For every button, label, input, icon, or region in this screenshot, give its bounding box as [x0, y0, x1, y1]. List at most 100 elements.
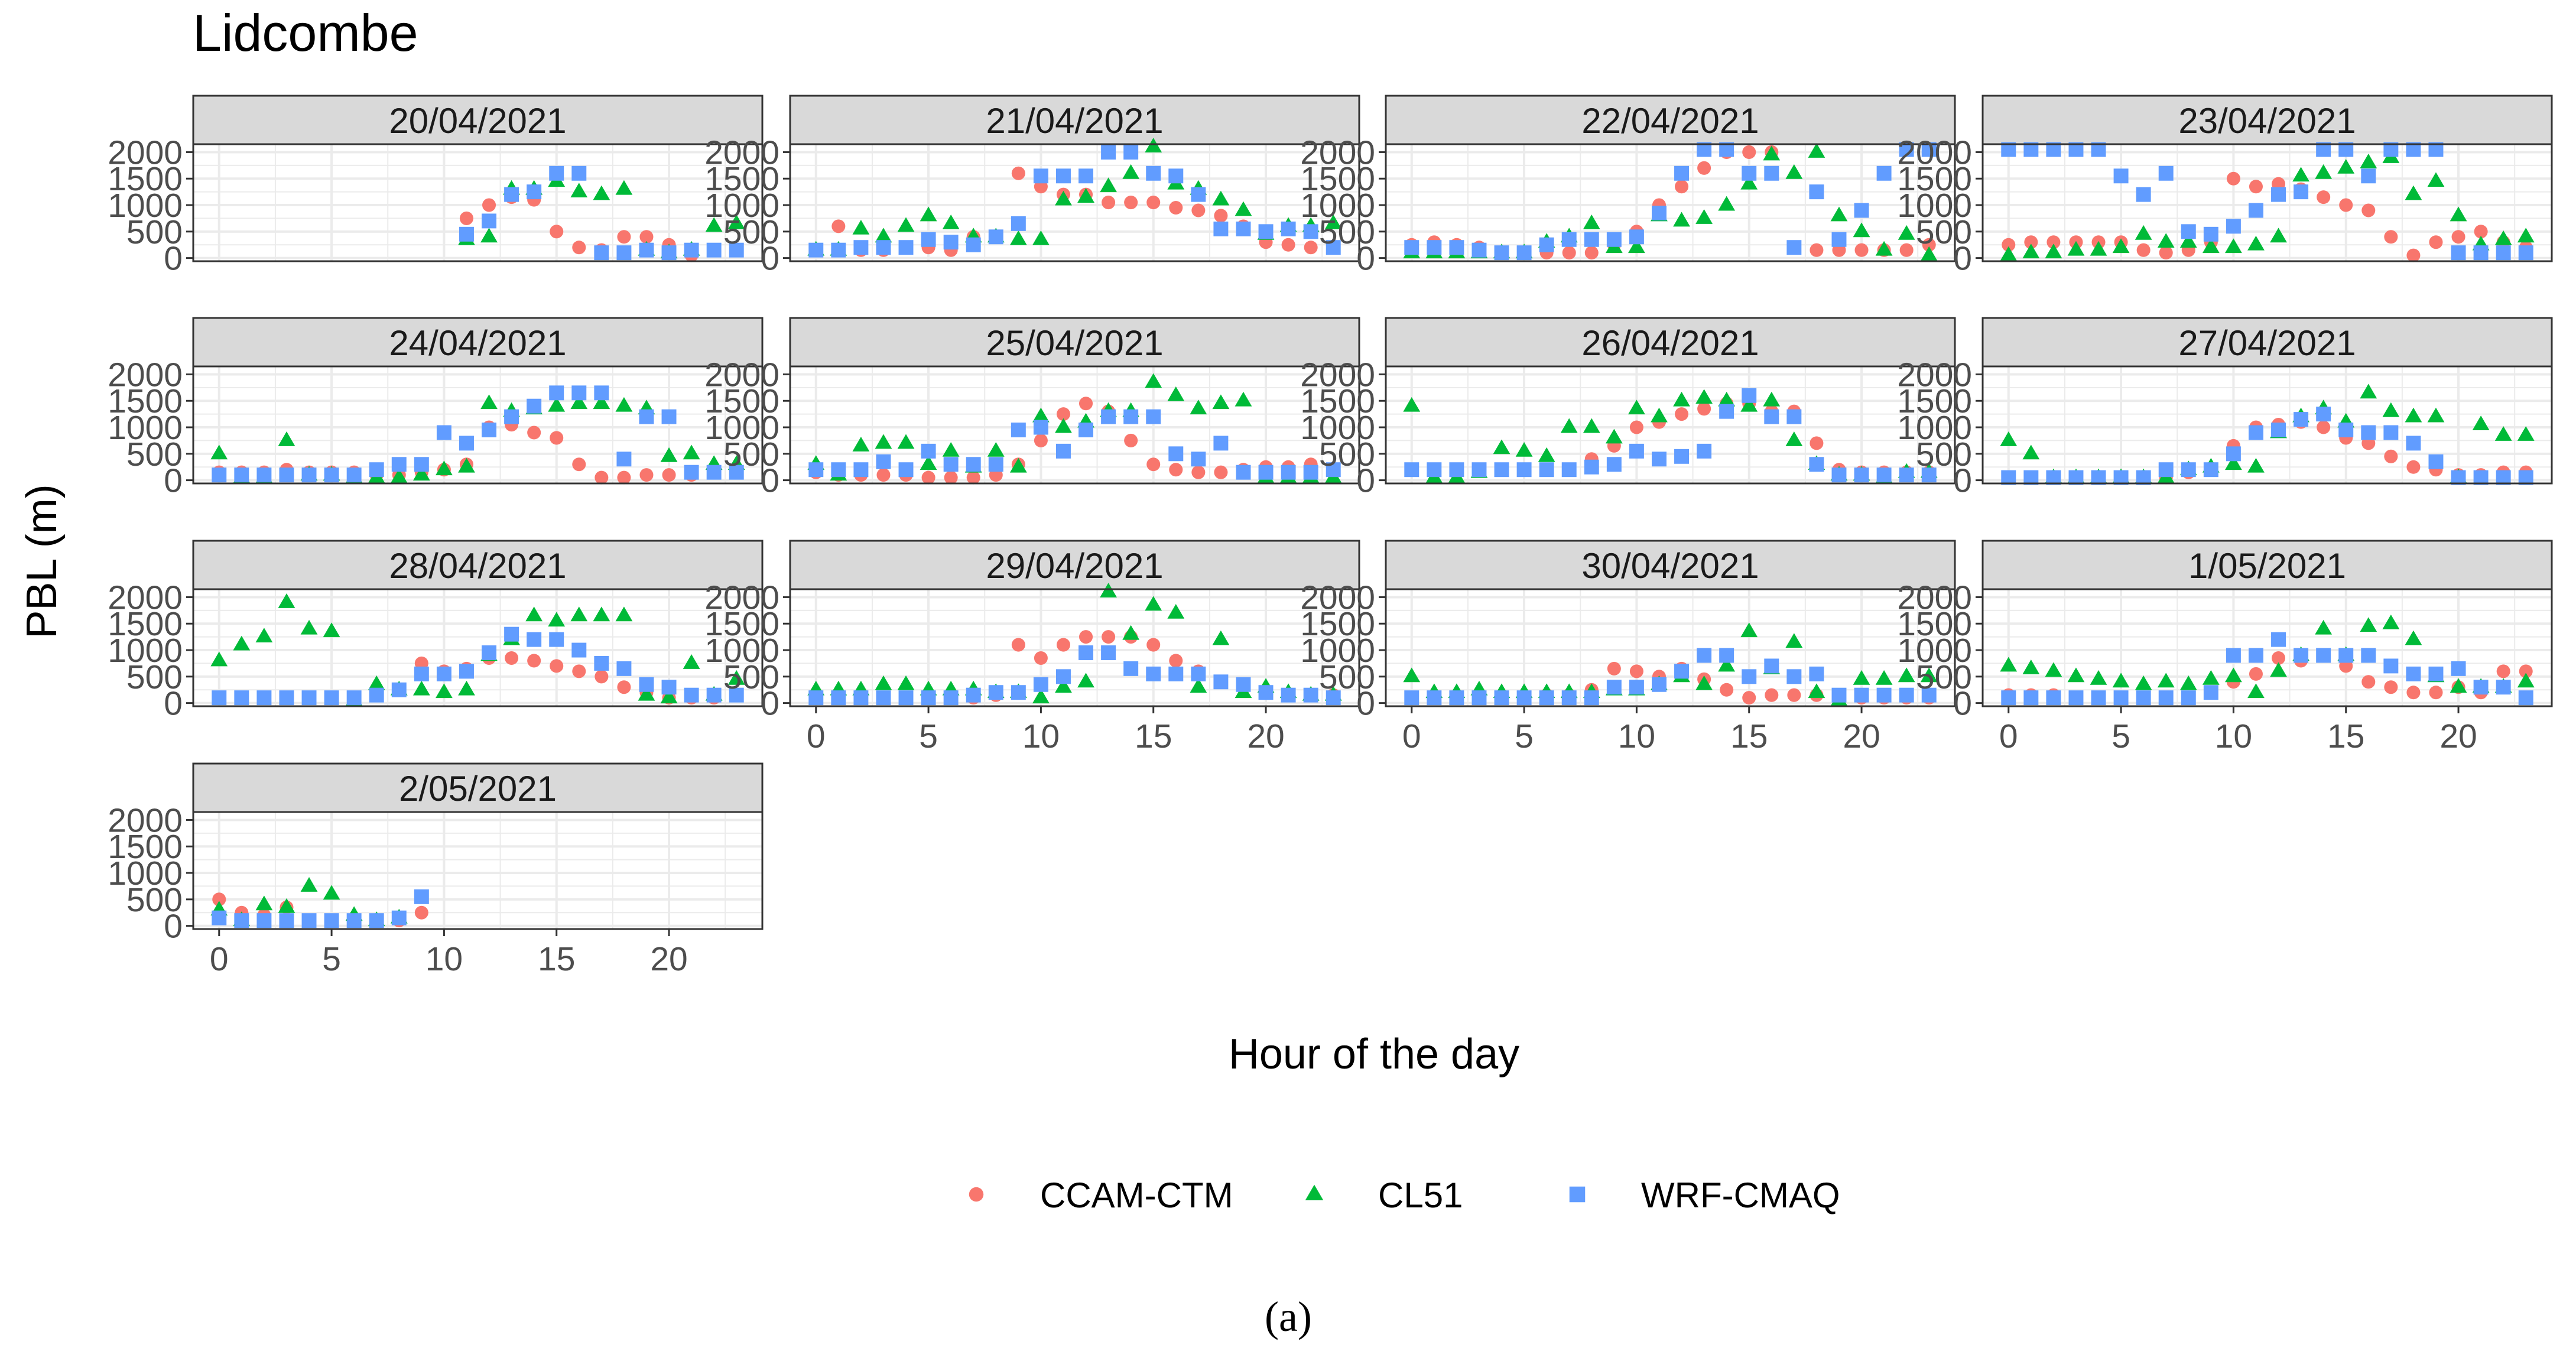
point-cl51: [920, 455, 937, 470]
point-cl51: [727, 670, 745, 685]
point-wrf-cmaq: [2248, 203, 2263, 218]
point-wrf-cmaq: [2383, 425, 2399, 440]
point-cl51: [2067, 667, 2085, 683]
facet-date-label: 20/04/2021: [389, 101, 566, 141]
point-cl51: [1538, 447, 1555, 462]
point-cl51: [593, 606, 610, 622]
y-tick-label: 500: [1319, 658, 1375, 696]
point-wrf-cmaq: [1606, 232, 1622, 247]
point-wrf-cmaq: [2181, 224, 2196, 239]
plot-area: [193, 366, 762, 483]
point-cl51: [436, 683, 453, 699]
point-ccam-ctm: [550, 431, 564, 445]
point-wrf-cmaq: [1876, 687, 1892, 703]
point-wrf-cmaq: [1055, 443, 1071, 459]
legend-item: WRF-CMAQ: [1569, 1175, 1840, 1215]
point-wrf-cmaq: [482, 645, 497, 660]
point-wrf-cmaq: [482, 423, 497, 437]
point-cl51: [615, 397, 633, 412]
facet-date-label: 1/05/2021: [2188, 546, 2346, 586]
point-ccam-ctm: [1584, 246, 1599, 260]
point-wrf-cmaq: [1674, 664, 1690, 679]
point-wrf-cmaq: [1494, 462, 1509, 478]
data-points: [210, 593, 745, 706]
x-tick-label: 0: [210, 940, 229, 978]
point-wrf-cmaq: [2361, 648, 2376, 663]
point-ccam-ctm: [2361, 203, 2376, 217]
point-wrf-cmaq: [1146, 666, 1161, 681]
point-ccam-ctm: [1124, 433, 1138, 447]
point-wrf-cmaq: [571, 165, 587, 181]
point-cl51: [2022, 444, 2040, 460]
point-cl51: [1740, 397, 1758, 412]
point-cl51: [2315, 619, 2333, 635]
y-tick-label: 1500: [108, 160, 183, 198]
y-tick-label: 500: [126, 436, 183, 473]
point-wrf-cmaq: [1079, 423, 1094, 437]
point-cl51: [1167, 603, 1185, 619]
point-wrf-cmaq: [1281, 687, 1296, 703]
point-wrf-cmaq: [2136, 470, 2151, 485]
point-ccam-ctm: [1191, 465, 1206, 479]
point-wrf-cmaq: [876, 240, 891, 255]
chart-title: Lidcombe: [193, 4, 418, 62]
y-tick-label: 0: [1356, 685, 1375, 723]
point-ccam-ctm: [1810, 243, 1824, 257]
point-cl51: [2000, 431, 2018, 446]
point-wrf-cmaq: [2406, 436, 2421, 451]
point-wrf-cmaq: [1561, 690, 1577, 706]
point-cl51: [390, 468, 408, 483]
point-cl51: [255, 895, 273, 911]
point-wrf-cmaq: [549, 165, 564, 181]
point-wrf-cmaq: [2271, 632, 2286, 647]
point-cl51: [1324, 215, 1342, 229]
point-wrf-cmaq: [1854, 467, 1869, 483]
point-cl51: [2067, 241, 2085, 256]
y-tick-label: 2000: [1300, 579, 1375, 616]
point-wrf-cmaq: [921, 443, 936, 459]
point-wrf-cmaq: [1764, 658, 1779, 674]
point-wrf-cmaq: [853, 690, 869, 706]
point-ccam-ctm: [459, 211, 473, 225]
point-cl51: [2517, 673, 2535, 688]
point-cl51: [1190, 678, 1207, 693]
point-cl51: [1695, 209, 1713, 224]
figure-caption: (a): [1265, 1293, 1312, 1340]
point-wrf-cmaq: [684, 687, 699, 703]
point-wrf-cmaq: [1213, 221, 1229, 236]
y-tick-label: 0: [1356, 462, 1375, 500]
point-wrf-cmaq: [2294, 184, 2309, 200]
point-wrf-cmaq: [1033, 168, 1048, 184]
point-wrf-cmaq: [504, 626, 519, 642]
legend-label: CCAM-CTM: [1040, 1175, 1233, 1215]
point-cl51: [210, 651, 228, 667]
point-cl51: [1651, 407, 1668, 423]
facet-strip: [1981, 95, 2553, 145]
point-wrf-cmaq: [1921, 467, 1937, 483]
point-wrf-cmaq: [2136, 187, 2151, 202]
point-cl51: [1875, 670, 1893, 685]
point-cl51: [1740, 622, 1758, 638]
plot-area: [1386, 144, 1955, 261]
point-cl51: [1763, 391, 1781, 407]
panel-border: [192, 143, 764, 262]
y-tick-label: 0: [1953, 685, 1972, 723]
point-cl51: [2494, 426, 2512, 441]
x-tick-label: 5: [1515, 717, 1534, 755]
point-cl51: [458, 680, 475, 696]
point-cl51: [2450, 678, 2467, 693]
point-cl51: [897, 434, 915, 449]
point-cl51: [2270, 228, 2287, 243]
point-ccam-ctm: [1034, 433, 1048, 447]
point-ccam-ctm: [2384, 230, 2398, 244]
point-wrf-cmaq: [1281, 465, 1296, 480]
y-tick-label: 0: [164, 240, 183, 278]
point-wrf-cmaq: [414, 666, 429, 681]
point-cl51: [1235, 201, 1252, 216]
y-tick-label: 2000: [108, 356, 183, 394]
point-wrf-cmaq: [684, 242, 699, 258]
point-ccam-ctm: [2249, 180, 2263, 194]
point-cl51: [436, 460, 453, 476]
point-wrf-cmaq: [921, 232, 936, 247]
point-wrf-cmaq: [898, 240, 914, 255]
